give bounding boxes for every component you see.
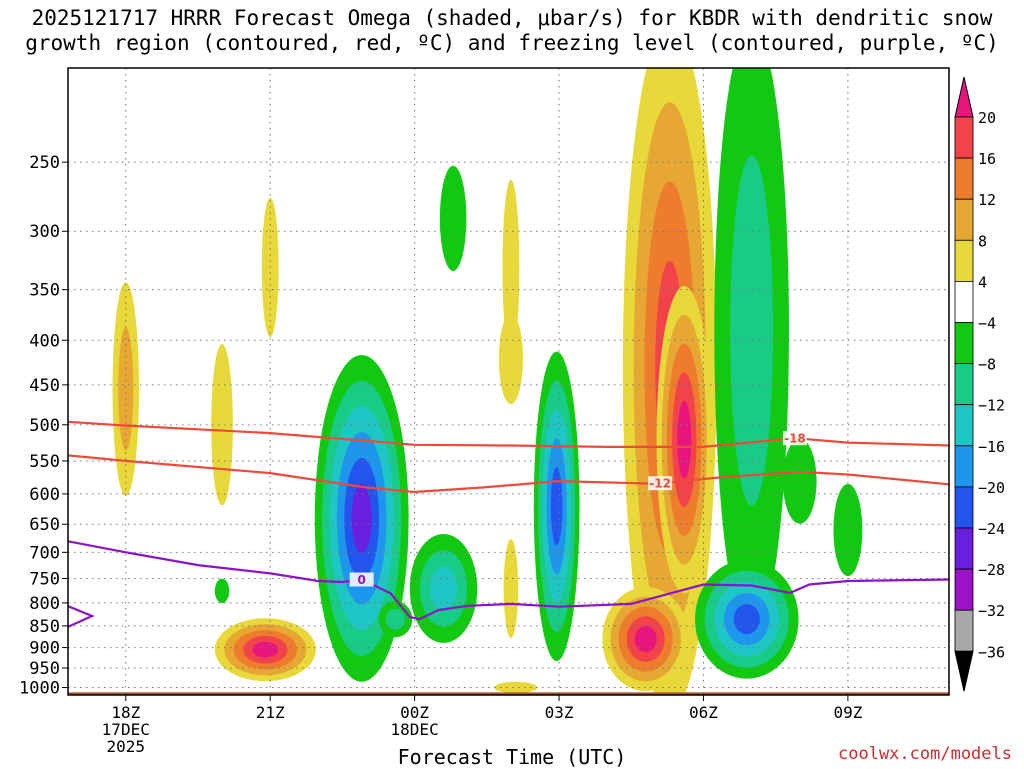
colorbar-band-6 xyxy=(954,363,974,406)
y-tick-label-950: 950 xyxy=(29,659,60,679)
colorbar-label-7: −12 xyxy=(978,397,1005,415)
freezing-level-contour-0 xyxy=(68,540,949,621)
x-tick-label-18-1: 17DEC xyxy=(102,720,150,739)
x-tick-label-24-1: 18DEC xyxy=(391,720,439,739)
y-tick-label-900: 900 xyxy=(29,639,60,659)
x-tick-label-30-0: 06Z xyxy=(689,703,718,722)
colorbar-label-9: −20 xyxy=(978,479,1005,497)
x-tick-label-18-0: 18Z xyxy=(111,703,140,722)
omega-shade-12-4 xyxy=(550,467,563,546)
chart-title-line-1: 2025121717 HRRR Forecast Omega (shaded, … xyxy=(31,6,993,30)
colorbar-band-1 xyxy=(954,157,974,200)
colorbar-label-13: −36 xyxy=(978,643,1005,661)
colorbar-label-1: 16 xyxy=(978,150,996,168)
y-tick-label-850: 850 xyxy=(29,617,60,637)
omega-shade-7-0 xyxy=(439,165,467,272)
ground-surface xyxy=(68,692,949,695)
colorbar-band-9 xyxy=(954,486,974,529)
colorbar-band-10 xyxy=(954,527,974,570)
omega-shade-11-0 xyxy=(494,681,538,694)
omega-shade-20-0 xyxy=(214,578,230,604)
chart-title-line-2: growth region (contoured, red, ºC) and f… xyxy=(25,31,999,55)
colorbar-band-12 xyxy=(954,609,974,652)
x-tick-label-33-0: 09Z xyxy=(833,703,862,722)
colorbar-label-0: 20 xyxy=(978,109,996,127)
colorbar-band-7 xyxy=(954,404,974,447)
y-tick-label-500: 500 xyxy=(29,416,60,436)
omega-shade-10-0 xyxy=(503,538,519,638)
omega-shade-16-1 xyxy=(730,155,774,506)
omega-shade-18-4 xyxy=(733,604,760,635)
y-tick-label-800: 800 xyxy=(29,594,60,614)
colorbar-band-2 xyxy=(954,198,974,241)
colorbar-label-10: −24 xyxy=(978,520,1005,538)
colorbar-band-11 xyxy=(954,568,974,611)
omega-shade-5-2 xyxy=(429,566,458,611)
dgz-contour-0 xyxy=(68,420,949,448)
colorbar-label-8: −16 xyxy=(978,438,1005,456)
y-tick-label-300: 300 xyxy=(29,222,60,242)
y-tick-label-250: 250 xyxy=(29,153,60,173)
colorbar-bottom-arrow xyxy=(954,650,974,692)
y-tick-label-350: 350 xyxy=(29,281,60,301)
plot-frame xyxy=(67,67,950,696)
colorbar-top-arrow xyxy=(954,76,974,118)
colorbar-band-0 xyxy=(954,116,974,159)
colorbar-label-3: 8 xyxy=(978,232,987,250)
omega-shade-15-4 xyxy=(634,625,657,653)
omega-shade-1-0 xyxy=(211,344,233,506)
dgz-contour-0-label: -18 xyxy=(784,432,806,446)
colorbar-band-5 xyxy=(954,322,974,364)
omega-shade-4-5 xyxy=(351,483,372,554)
y-tick-label-600: 600 xyxy=(29,485,60,505)
y-tick-label-400: 400 xyxy=(29,331,60,351)
freezing-level-contour-0-label: 0 xyxy=(357,573,365,587)
colorbar-band-4 xyxy=(954,280,974,323)
omega-shade-0-1 xyxy=(118,327,134,451)
colorbar-band-3 xyxy=(954,239,974,282)
y-tick-label-550: 550 xyxy=(29,452,60,472)
colorbar-label-6: −8 xyxy=(978,356,996,374)
colorbar-band-8 xyxy=(954,445,974,488)
dgz-contour-1 xyxy=(68,454,949,494)
y-tick-label-450: 450 xyxy=(29,376,60,396)
colorbar-label-2: 12 xyxy=(978,191,996,209)
y-tick-label-1000: 1000 xyxy=(19,678,60,698)
x-tick-label-27-0: 03Z xyxy=(545,703,574,722)
omega-shade-14-4 xyxy=(677,400,692,479)
omega-shade-8-0 xyxy=(502,179,520,356)
x-tick-label-24-0: 00Z xyxy=(400,703,429,722)
freezing-level-contour-1 xyxy=(68,605,95,628)
watermark-text: coolwx.com/models xyxy=(838,744,1012,764)
omega-shade-9-0 xyxy=(498,313,523,405)
omega-shade-3-4 xyxy=(252,641,279,658)
x-tick-label-21-0: 21Z xyxy=(256,703,285,722)
omega-shade-6-1 xyxy=(385,608,406,630)
y-tick-label-650: 650 xyxy=(29,515,60,535)
x-axis-label: Forecast Time (UTC) xyxy=(397,745,627,769)
y-tick-label-750: 750 xyxy=(29,569,60,589)
y-tick-label-700: 700 xyxy=(29,543,60,563)
omega-shade-17-0 xyxy=(782,438,817,524)
colorbar-label-4: 4 xyxy=(978,273,987,291)
dgz-contour-1-label: -12 xyxy=(649,477,671,491)
x-tick-label-18-2: 2025 xyxy=(107,737,146,756)
colorbar-label-5: −4 xyxy=(978,315,996,333)
colorbar-label-12: −32 xyxy=(978,602,1005,620)
colorbar-label-11: −28 xyxy=(978,561,1005,579)
